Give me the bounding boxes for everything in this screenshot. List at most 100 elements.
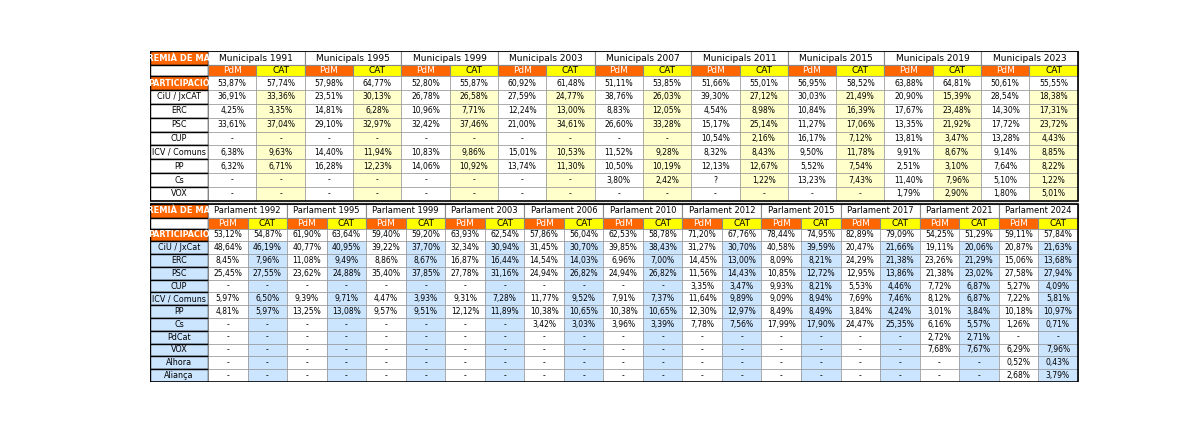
Bar [208, 356, 247, 369]
Bar [208, 76, 257, 90]
Bar [450, 159, 498, 173]
Text: 0,71%: 0,71% [1046, 320, 1070, 329]
Bar [683, 280, 722, 293]
Text: 9,49%: 9,49% [335, 256, 359, 265]
Bar [150, 293, 208, 305]
Bar [366, 229, 406, 242]
Bar [998, 218, 1038, 229]
Bar [959, 229, 998, 242]
Bar [366, 218, 406, 229]
Text: 17,67%: 17,67% [894, 106, 923, 115]
Bar [998, 318, 1038, 331]
Bar [919, 305, 959, 318]
Bar [739, 173, 788, 187]
Text: 31,16%: 31,16% [490, 269, 518, 278]
Bar [683, 204, 762, 218]
Text: 26,78%: 26,78% [412, 92, 440, 101]
Text: 53,87%: 53,87% [218, 79, 247, 88]
Bar [546, 132, 594, 145]
Bar [982, 90, 1030, 104]
Text: -: - [227, 358, 229, 367]
Bar [722, 318, 762, 331]
Text: -: - [542, 345, 546, 354]
Bar [982, 187, 1030, 201]
Bar [840, 254, 880, 267]
Text: CAT: CAT [1050, 219, 1067, 228]
Text: -: - [622, 281, 624, 290]
Bar [208, 51, 305, 65]
Bar [739, 104, 788, 118]
Text: -: - [740, 345, 743, 354]
Text: 60,92%: 60,92% [508, 79, 536, 88]
Text: 33,36%: 33,36% [266, 92, 295, 101]
Bar [485, 254, 524, 267]
Text: 23,72%: 23,72% [1039, 120, 1068, 129]
Bar [326, 369, 366, 382]
Text: -: - [473, 190, 475, 199]
Bar [683, 293, 722, 305]
Text: 17,06%: 17,06% [846, 120, 875, 129]
Bar [836, 187, 884, 201]
Bar [762, 356, 802, 369]
Text: -: - [376, 175, 378, 184]
Bar [401, 51, 498, 65]
Bar [305, 159, 353, 173]
Text: -: - [346, 371, 348, 380]
Bar [594, 65, 643, 76]
Text: CAT: CAT [368, 66, 385, 75]
Text: -: - [463, 371, 467, 380]
Bar [305, 132, 353, 145]
Text: 17,72%: 17,72% [991, 120, 1020, 129]
Bar [305, 104, 353, 118]
Bar [247, 267, 287, 280]
Bar [1030, 173, 1078, 187]
Bar [564, 267, 604, 280]
Bar [884, 65, 932, 76]
Bar [683, 318, 722, 331]
Text: 12,05%: 12,05% [653, 106, 682, 115]
Text: -: - [1018, 332, 1020, 341]
Text: -: - [346, 345, 348, 354]
Bar [287, 267, 326, 280]
Text: 8,09%: 8,09% [769, 256, 793, 265]
Text: -: - [820, 345, 822, 354]
Bar [594, 51, 691, 65]
Bar [524, 331, 564, 344]
Bar [406, 254, 445, 267]
Text: 23,48%: 23,48% [942, 106, 971, 115]
Text: -: - [859, 332, 862, 341]
Text: -: - [424, 175, 427, 184]
Bar [739, 145, 788, 159]
Bar [919, 369, 959, 382]
Bar [762, 318, 802, 331]
Bar [840, 267, 880, 280]
Bar [1030, 90, 1078, 104]
Bar [762, 242, 802, 254]
Bar [208, 132, 257, 145]
Bar [546, 76, 594, 90]
Bar [450, 132, 498, 145]
Bar [722, 369, 762, 382]
Text: 7,71%: 7,71% [462, 106, 486, 115]
Text: 7,96%: 7,96% [256, 256, 280, 265]
Text: 5,52%: 5,52% [800, 162, 824, 171]
Text: -: - [542, 332, 546, 341]
Text: 6,32%: 6,32% [221, 162, 245, 171]
Text: -: - [503, 358, 506, 367]
Bar [257, 118, 305, 132]
Text: 6,71%: 6,71% [269, 162, 293, 171]
Text: 82,89%: 82,89% [846, 230, 875, 239]
Text: 7,91%: 7,91% [611, 294, 635, 303]
Bar [150, 267, 208, 280]
Text: 27,59%: 27,59% [508, 92, 536, 101]
Text: 21,29%: 21,29% [965, 256, 994, 265]
Bar [445, 318, 485, 331]
Bar [1038, 267, 1078, 280]
Bar [802, 305, 840, 318]
Bar [998, 369, 1038, 382]
Bar [722, 254, 762, 267]
Text: 7,12%: 7,12% [848, 134, 872, 143]
Text: 51,66%: 51,66% [701, 79, 730, 88]
Bar [406, 293, 445, 305]
Text: -: - [266, 281, 269, 290]
